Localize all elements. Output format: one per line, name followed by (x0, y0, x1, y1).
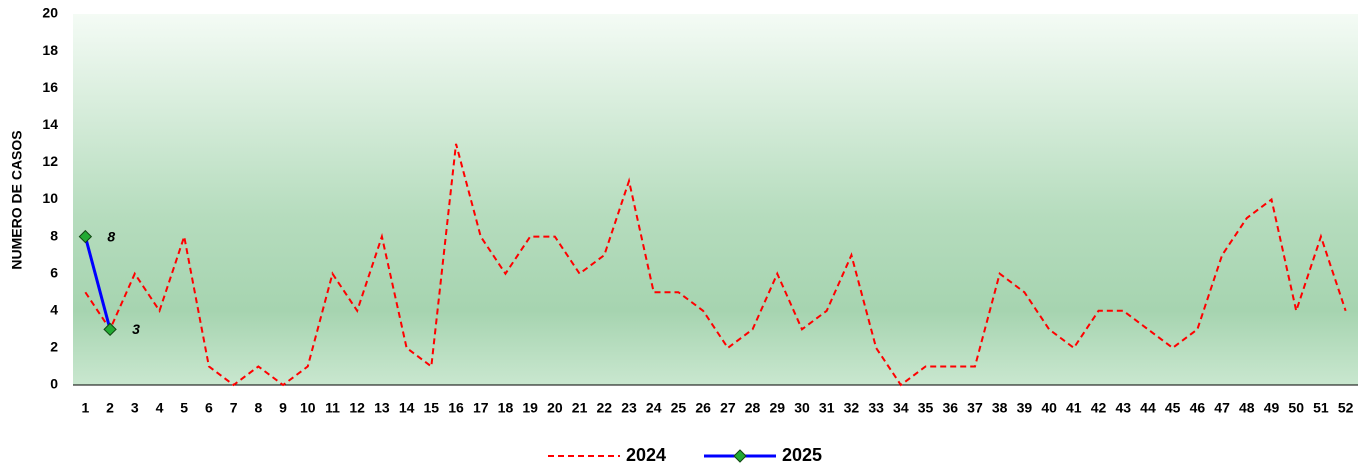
x-tick-label: 10 (300, 400, 316, 416)
series-line (83, 236, 112, 330)
x-tick-label: 37 (967, 400, 983, 416)
x-tick-label: 20 (547, 400, 563, 416)
x-tick-label: 29 (769, 400, 785, 416)
x-tick-label: 8 (254, 400, 262, 416)
y-tick-label: 6 (50, 264, 58, 280)
y-tick-label: 4 (50, 302, 58, 318)
x-tick-label: 39 (1017, 400, 1033, 416)
data-marker (103, 322, 117, 337)
x-tick-label: 51 (1313, 400, 1329, 416)
y-tick-label: 10 (42, 190, 58, 206)
x-tick-label: 6 (205, 400, 213, 416)
y-tick-label: 14 (42, 116, 58, 132)
y-tick-label: 18 (42, 42, 58, 58)
x-tick-label: 44 (1140, 400, 1156, 416)
data-marker (78, 229, 93, 244)
x-tick-label: 18 (498, 400, 514, 416)
y-tick-label: 0 (50, 376, 58, 392)
x-tick-label: 9 (279, 400, 287, 416)
x-tick-label: 50 (1288, 400, 1304, 416)
x-tick-label: 21 (572, 400, 588, 416)
x-tick-label: 36 (942, 400, 958, 416)
data-label: 8 (107, 228, 115, 244)
x-tick-label: 34 (893, 400, 909, 416)
x-tick-label: 41 (1066, 400, 1082, 416)
x-tick-label: 38 (992, 400, 1008, 416)
x-tick-label: 22 (597, 400, 613, 416)
x-tick-label: 17 (473, 400, 489, 416)
plot-area (73, 14, 1358, 385)
legend-label: 2025 (782, 445, 822, 465)
x-tick-label: 30 (794, 400, 810, 416)
y-tick-label: 20 (42, 5, 58, 21)
legend-label: 2024 (626, 445, 666, 465)
x-tick-label: 1 (81, 400, 89, 416)
y-tick-label: 16 (42, 79, 58, 95)
x-tick-label: 14 (399, 400, 415, 416)
x-tick-label: 28 (745, 400, 761, 416)
x-tick-label: 40 (1041, 400, 1057, 416)
x-tick-label: 12 (349, 400, 365, 416)
x-tick-label: 46 (1190, 400, 1206, 416)
x-tick-label: 13 (374, 400, 390, 416)
x-tick-label: 25 (671, 400, 687, 416)
x-tick-label: 43 (1115, 400, 1131, 416)
x-tick-label: 24 (646, 400, 662, 416)
data-label: 3 (132, 321, 140, 337)
x-tick-label: 49 (1264, 400, 1280, 416)
x-tick-label: 52 (1338, 400, 1354, 416)
y-tick-label: 12 (42, 153, 58, 169)
x-tick-label: 27 (720, 400, 736, 416)
y-tick-label: 2 (50, 339, 58, 355)
x-tick-label: 16 (448, 400, 464, 416)
x-tick-label: 32 (844, 400, 860, 416)
x-tick-label: 15 (424, 400, 440, 416)
x-tick-label: 3 (131, 400, 139, 416)
x-tick-label: 4 (156, 400, 164, 416)
x-tick-label: 19 (522, 400, 538, 416)
legend-marker (733, 449, 747, 463)
x-tick-label: 33 (868, 400, 884, 416)
x-tick-label: 11 (325, 400, 340, 416)
x-tick-label: 7 (230, 400, 238, 416)
y-tick-label: 8 (50, 227, 58, 243)
x-tick-label: 47 (1214, 400, 1230, 416)
x-tick-label: 35 (918, 400, 934, 416)
x-tick-label: 31 (819, 400, 835, 416)
y-axis-label: NUMERO DE CASOS (9, 130, 25, 269)
x-tick-label: 48 (1239, 400, 1255, 416)
x-tick-label: 26 (695, 400, 711, 416)
x-tick-label: 23 (621, 400, 637, 416)
x-tick-label: 2 (106, 400, 114, 416)
x-tick-label: 45 (1165, 400, 1181, 416)
x-tick-label: 5 (180, 400, 188, 416)
x-tick-label: 42 (1091, 400, 1107, 416)
series-line (84, 143, 1347, 387)
